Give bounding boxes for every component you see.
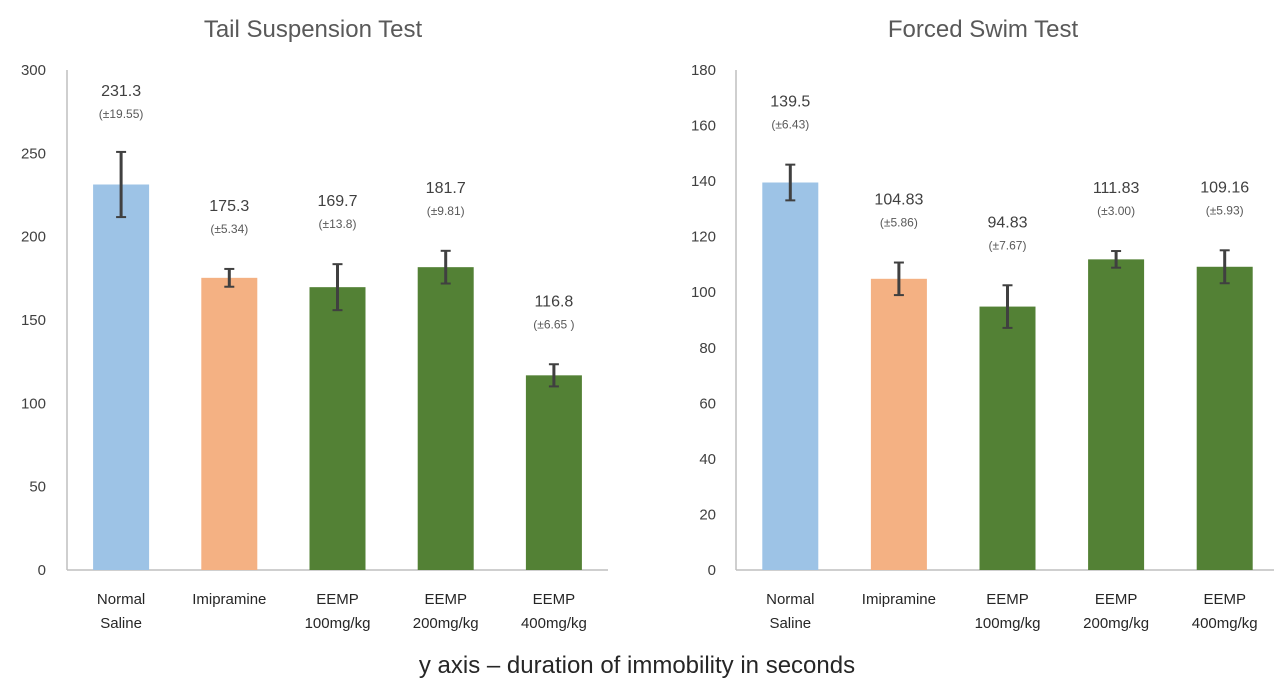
chart1-x-tick-label: 100mg/kg <box>305 615 371 632</box>
chart2-x-tick-label: 200mg/kg <box>1083 615 1149 632</box>
chart1-y-tick-label: 150 <box>21 312 46 329</box>
chart2-y-tick-label: 100 <box>691 284 716 301</box>
chart2-x-tick-label: 400mg/kg <box>1192 615 1258 632</box>
chart2-y-tick-label: 80 <box>699 340 716 357</box>
chart2-bar <box>979 306 1036 570</box>
chart1-y-tick-label: 250 <box>21 145 46 162</box>
chart1-y-tick-label: 0 <box>38 562 46 579</box>
chart1-value-label: 169.7 <box>317 193 357 210</box>
chart2-error-label: (±5.93) <box>1206 203 1244 217</box>
chart2-value-label: 139.5 <box>770 94 810 111</box>
chart1-error-label: (±5.34) <box>210 222 248 236</box>
chart2-y-tick-label: 120 <box>691 229 716 246</box>
chart2-y-tick-label: 40 <box>699 451 716 468</box>
chart1-x-tick-label: 400mg/kg <box>521 615 587 632</box>
chart1-y-tick-label: 50 <box>29 479 46 496</box>
chart2-x-tick-label: Normal <box>766 591 814 608</box>
chart1-y-tick-label: 100 <box>21 395 46 412</box>
chart2-error-label: (±3.00) <box>1097 204 1135 218</box>
chart1-value-label: 175.3 <box>209 198 249 215</box>
chart2-error-label: (±7.67) <box>989 238 1027 252</box>
chart2-y-tick-label: 60 <box>699 395 716 412</box>
chart2-error-label: (±6.43) <box>771 118 809 132</box>
chart1-value-label: 181.7 <box>426 180 466 197</box>
chart1-bar <box>417 267 474 570</box>
chart1-x-tick-label: 200mg/kg <box>413 615 479 632</box>
chart2-bar <box>762 182 819 570</box>
chart1-x-tick-label: Saline <box>100 615 142 632</box>
chart1-title: Tail Suspension Test <box>204 16 423 43</box>
chart1-value-label: 231.3 <box>101 83 141 100</box>
chart1-bar <box>93 184 150 570</box>
chart2-x-tick-label: Saline <box>769 615 811 632</box>
chart1-error-label: (±6.65 ) <box>533 317 574 331</box>
figure-caption: y axis – duration of immobility in secon… <box>418 652 856 679</box>
chart1-x-tick-label: EEMP <box>533 591 576 608</box>
chart2-bar <box>870 278 927 570</box>
chart1-error-label: (±9.81) <box>427 204 465 218</box>
chart2-x-tick-label: EEMP <box>1095 591 1138 608</box>
chart1-value-label: 116.8 <box>534 293 573 310</box>
chart2-value-label: 94.83 <box>987 214 1027 231</box>
chart2-bar <box>1196 266 1253 570</box>
chart2-value-label: 111.83 <box>1093 180 1140 197</box>
chart2-value-label: 109.16 <box>1200 179 1249 196</box>
chart1-x-tick-label: Normal <box>97 591 145 608</box>
chart2-title: Forced Swim Test <box>888 16 1079 43</box>
chart2-x-tick-label: EEMP <box>1203 591 1246 608</box>
chart2-y-tick-label: 20 <box>699 506 716 523</box>
chart2-x-tick-label: EEMP <box>986 591 1029 608</box>
chart1-y-tick-label: 200 <box>21 229 46 246</box>
chart1-x-tick-label: EEMP <box>424 591 467 608</box>
chart1-bar <box>201 277 258 570</box>
chart1-x-tick-label: EEMP <box>316 591 359 608</box>
chart2-y-tick-label: 180 <box>691 62 716 79</box>
chart2-error-label: (±5.86) <box>880 216 918 230</box>
chart1-error-label: (±13.8) <box>319 217 357 231</box>
chart1-y-tick-label: 300 <box>21 62 46 79</box>
chart2-bar <box>1088 259 1145 570</box>
chart2-x-tick-label: 100mg/kg <box>975 615 1041 632</box>
chart1-bar <box>309 287 366 570</box>
chart2-y-tick-label: 160 <box>691 118 716 135</box>
chart1-x-tick-label: Imipramine <box>192 591 266 608</box>
charts-canvas: Tail Suspension Test05010015020025030023… <box>21 16 1274 632</box>
chart2-value-label: 104.83 <box>874 192 923 209</box>
chart2-y-tick-label: 0 <box>708 562 716 579</box>
chart1-error-label: (±19.55) <box>99 107 144 121</box>
chart2-y-tick-label: 140 <box>691 173 716 190</box>
chart1-bar <box>525 375 582 570</box>
chart2-x-tick-label: Imipramine <box>862 591 936 608</box>
